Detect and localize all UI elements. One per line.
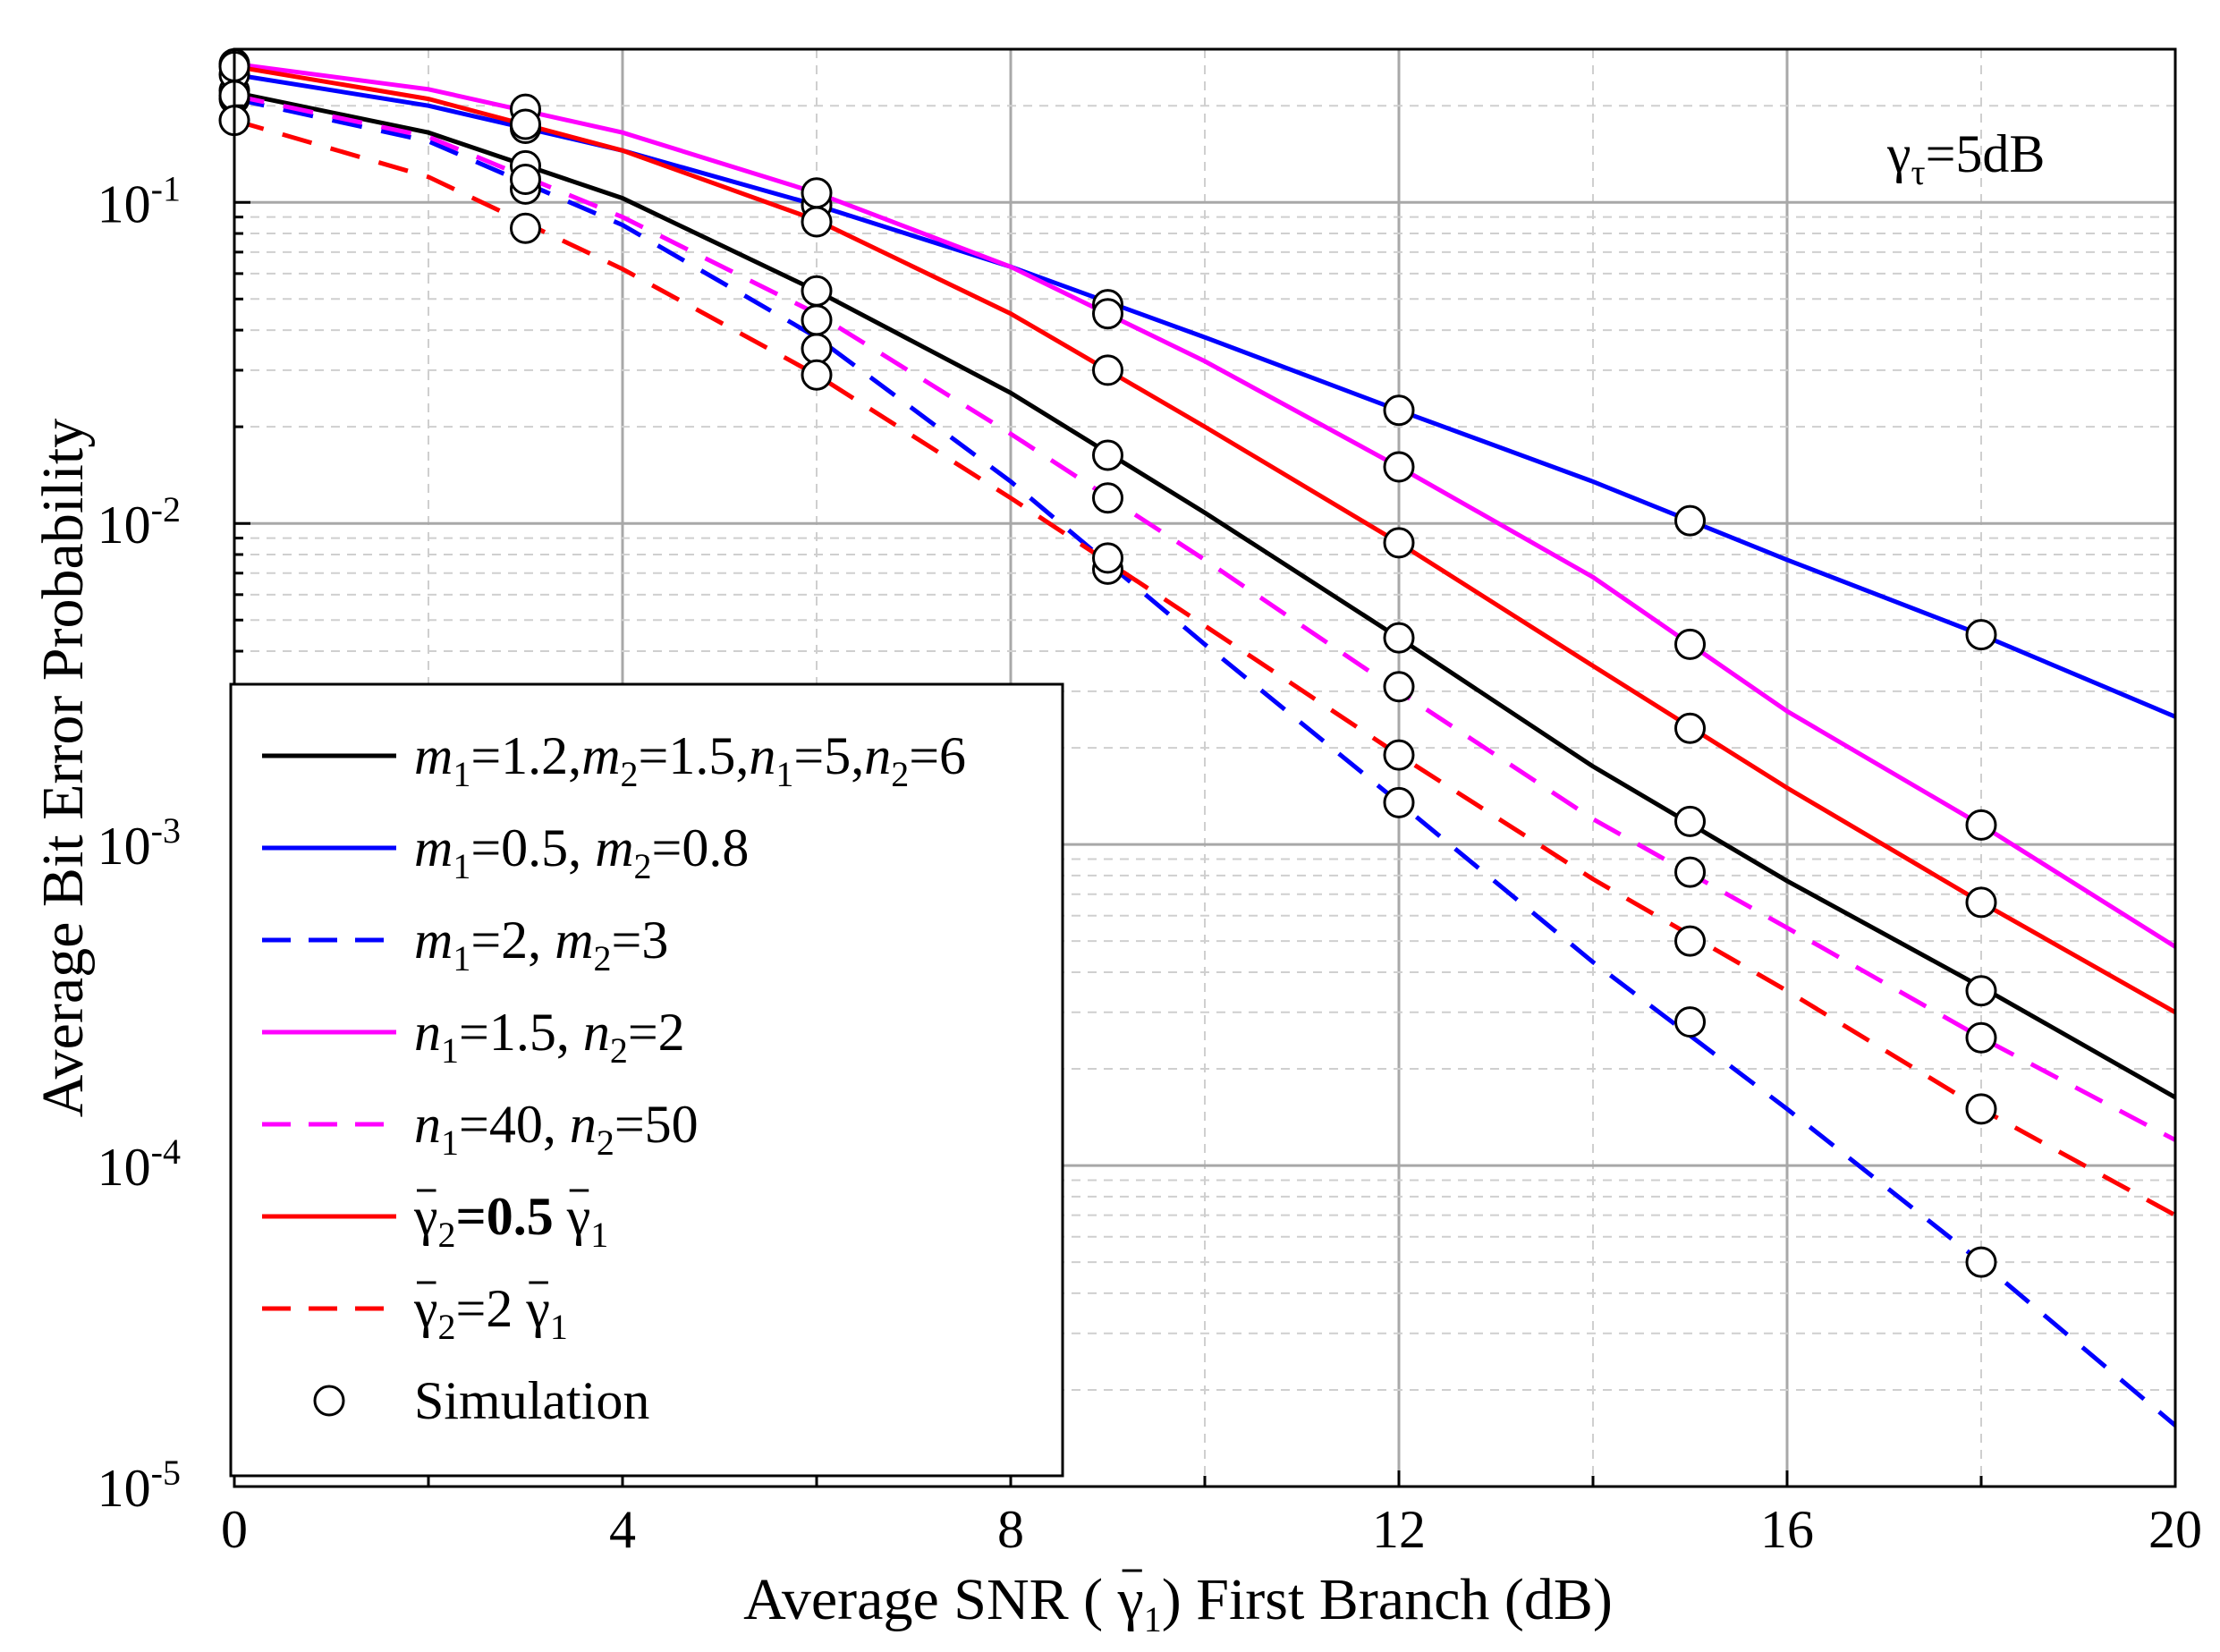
x-tick-label: 0 [221,1500,248,1559]
simulation-marker-magenta-dashed [1383,671,1415,703]
legend-label-red-solid: γ2=0.5 γ1 [413,1187,608,1255]
simulation-marker-magenta-solid [1674,628,1706,660]
simulation-marker-red-dashed [1965,1093,1997,1125]
simulation-marker-magenta-dashed [1674,856,1706,888]
simulation-marker-black-solid [1092,439,1123,471]
series-line-black-solid [233,89,2177,1100]
simulation-marker-red-solid [801,206,833,238]
simulation-marker-magenta-dashed [510,163,541,195]
simulation-marker-black-solid [1674,805,1706,837]
y-tick-label: 10-2 [97,489,181,555]
simulation-markers [218,47,1997,1278]
simulation-marker-red-solid [1092,354,1123,386]
series-line-red-solid [233,64,2177,1014]
simulation-marker-blue-solid [1674,504,1706,537]
simulation-marker-blue-dashed [1674,1006,1706,1038]
legend-label-blue-solid: m1=0.5, m2=0.8 [414,818,749,886]
simulation-marker-red-solid [510,108,541,140]
simulation-marker-magenta-dashed [1092,482,1123,514]
legend-label-magenta-solid: n1=1.5, n2=2 [414,1003,685,1071]
simulation-marker-black-solid [1383,622,1415,654]
x-tick-label: 4 [609,1500,636,1559]
simulation-marker-blue-solid [1965,619,1997,651]
simulation-marker-magenta-solid [1965,809,1997,841]
x-tick-label: 20 [2148,1500,2202,1559]
x-axis-title: Average SNR ( γ1) First Branch (dB) [743,1567,1613,1639]
series-lines [233,61,2177,1427]
simulation-marker-magenta-dashed [1965,1021,1997,1054]
series-line-magenta-solid [233,61,2177,949]
simulation-marker-red-dashed [801,359,833,391]
y-tick-label: 10-1 [97,168,181,233]
y-tick-label: 10-5 [97,1453,181,1518]
simulation-marker-black-solid [801,275,833,307]
simulation-marker-red-dashed [1383,739,1415,771]
y-tick-label: 10-4 [97,1131,181,1197]
legend-simulation-marker [313,1385,345,1417]
axis-tick-labels: 0 4 8 12 16 20 10-1 10-2 10-3 10-4 10-5 [97,168,2202,1559]
simulation-marker-black-solid [1965,975,1997,1007]
simulation-marker-magenta-solid [1092,298,1123,330]
legend-box [229,682,1064,1478]
simulation-marker-blue-dashed [801,333,833,365]
legend-label-blue-dashed: m1=2, m2=3 [414,911,668,978]
gamma-tau-annotation: γτ=5dB [1886,124,2045,192]
simulation-marker-magenta-dashed [801,304,833,336]
x-tick-label: 16 [1760,1500,1814,1559]
x-tick-label: 8 [997,1500,1024,1559]
simulation-marker-red-dashed [1674,925,1706,957]
simulation-marker-magenta-solid [801,177,833,209]
y-tick-label: 10-3 [97,810,181,876]
simulation-marker-red-dashed [1092,542,1123,574]
legend-label-black-solid: m1=1.2,m2=1.5,n1=5,n2=6 [414,726,966,794]
simulation-marker-blue-solid [1383,394,1415,427]
simulation-marker-blue-dashed [1965,1246,1997,1278]
simulation-marker-red-solid [1965,886,1997,919]
series-line-blue-dashed [233,97,2177,1427]
simulation-marker-red-solid [1383,527,1415,559]
legend-label-red-dashed: γ2=2 γ1 [413,1279,568,1347]
simulation-marker-blue-dashed [1383,786,1415,818]
simulation-marker-red-solid [1674,712,1706,744]
legend-simulation-label: Simulation [414,1371,649,1430]
simulation-marker-magenta-solid [1383,451,1415,483]
legend: m1=1.2,m2=1.5,n1=5,n2=6 m1=0.5, m2=0.8 m1=… [229,682,1064,1478]
x-tick-label: 12 [1372,1500,1426,1559]
legend-label-magenta-dashed: n1=40, n2=50 [414,1095,699,1163]
y-axis-title: Average Bit Error Probability [30,419,96,1117]
simulation-marker-red-dashed [510,212,541,244]
series-line-red-dashed [233,118,2177,1217]
